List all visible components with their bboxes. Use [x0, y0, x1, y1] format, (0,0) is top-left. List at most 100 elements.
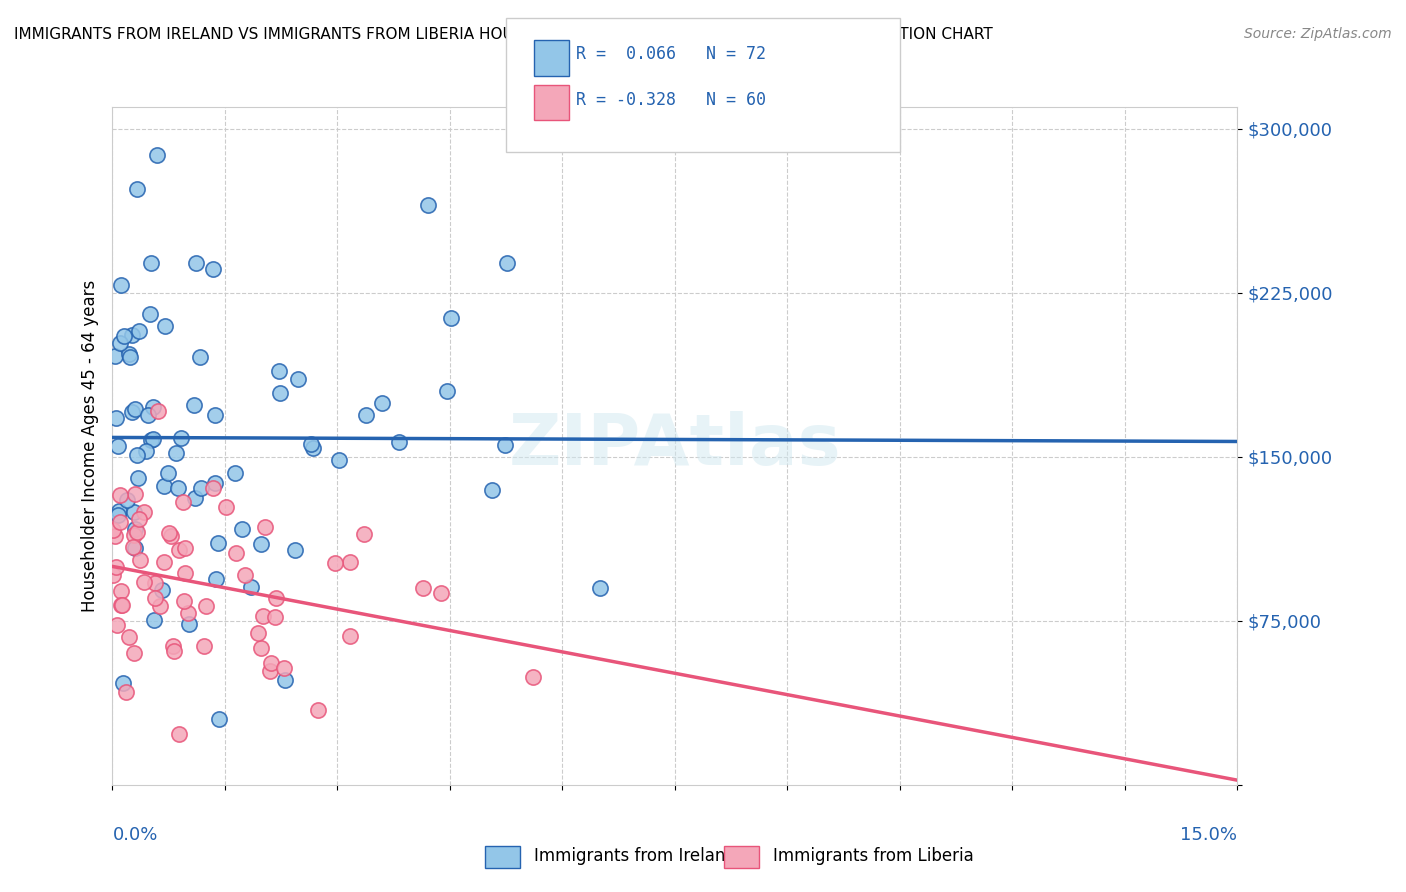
- Liberia: [111, 598, 134, 612]
- Ireland: [302, 441, 325, 455]
- Liberia: [273, 661, 295, 675]
- Liberia: [149, 599, 172, 614]
- Ireland: [141, 434, 163, 448]
- Liberia: [174, 541, 197, 555]
- Liberia: [108, 515, 131, 529]
- Ireland: [249, 537, 271, 551]
- Text: R =  0.066   N = 72: R = 0.066 N = 72: [576, 45, 766, 62]
- Liberia: [259, 665, 281, 679]
- Liberia: [124, 487, 146, 501]
- Ireland: [328, 453, 350, 467]
- Ireland: [184, 491, 207, 506]
- Ireland: [207, 536, 229, 550]
- Ireland: [589, 581, 612, 595]
- Ireland: [166, 481, 188, 495]
- Ireland: [125, 448, 148, 462]
- Ireland: [141, 256, 163, 270]
- Ireland: [118, 347, 141, 361]
- Liberia: [250, 640, 273, 655]
- Ireland: [205, 572, 228, 586]
- Ireland: [231, 522, 253, 536]
- Ireland: [135, 443, 157, 458]
- Liberia: [429, 586, 451, 600]
- Liberia: [233, 568, 256, 582]
- Liberia: [253, 520, 276, 534]
- Liberia: [115, 684, 138, 698]
- Ireland: [118, 351, 141, 365]
- Liberia: [128, 512, 150, 526]
- Liberia: [101, 523, 124, 537]
- Liberia: [108, 488, 131, 502]
- Ireland: [240, 580, 263, 594]
- Ireland: [267, 364, 290, 378]
- Ireland: [183, 398, 205, 412]
- Liberia: [201, 481, 224, 495]
- Liberia: [194, 599, 217, 614]
- Liberia: [104, 529, 127, 543]
- Text: IMMIGRANTS FROM IRELAND VS IMMIGRANTS FROM LIBERIA HOUSEHOLDER INCOME AGES 45 - : IMMIGRANTS FROM IRELAND VS IMMIGRANTS FR…: [14, 27, 993, 42]
- Liberia: [143, 576, 166, 591]
- Liberia: [159, 529, 181, 543]
- Ireland: [124, 401, 146, 416]
- Ireland: [112, 329, 135, 343]
- Ireland: [440, 310, 463, 325]
- Y-axis label: Householder Income Ages 45 - 64 years: Householder Income Ages 45 - 64 years: [80, 280, 98, 612]
- Ireland: [155, 319, 177, 334]
- Text: Source: ZipAtlas.com: Source: ZipAtlas.com: [1244, 27, 1392, 41]
- Ireland: [127, 182, 149, 196]
- Liberia: [246, 625, 269, 640]
- Ireland: [190, 482, 212, 496]
- Liberia: [143, 591, 166, 605]
- Liberia: [163, 643, 186, 657]
- Liberia: [263, 609, 285, 624]
- Text: Immigrants from Ireland: Immigrants from Ireland: [534, 847, 737, 865]
- Ireland: [170, 431, 193, 445]
- Liberia: [122, 528, 145, 542]
- Liberia: [105, 618, 128, 632]
- Ireland: [150, 583, 173, 598]
- Liberia: [353, 526, 375, 541]
- Liberia: [169, 727, 191, 741]
- Ireland: [145, 148, 167, 162]
- Ireland: [115, 492, 138, 507]
- Ireland: [436, 384, 458, 398]
- Liberia: [173, 566, 195, 580]
- Ireland: [107, 508, 129, 523]
- Ireland: [142, 401, 165, 415]
- Ireland: [110, 277, 132, 292]
- Ireland: [299, 436, 322, 450]
- Ireland: [138, 307, 160, 321]
- Liberia: [323, 556, 346, 570]
- Ireland: [287, 372, 309, 386]
- Text: 15.0%: 15.0%: [1180, 826, 1237, 844]
- Liberia: [215, 500, 238, 514]
- Text: R = -0.328   N = 60: R = -0.328 N = 60: [576, 91, 766, 109]
- Liberia: [176, 606, 198, 620]
- Liberia: [412, 581, 434, 595]
- Ireland: [224, 466, 246, 480]
- Liberia: [264, 591, 287, 606]
- Ireland: [284, 542, 307, 557]
- Ireland: [122, 505, 145, 519]
- Ireland: [481, 483, 503, 498]
- Liberia: [339, 555, 361, 569]
- Ireland: [143, 614, 166, 628]
- Liberia: [172, 495, 194, 509]
- Text: Immigrants from Liberia: Immigrants from Liberia: [773, 847, 974, 865]
- Ireland: [104, 349, 127, 363]
- Ireland: [388, 435, 411, 450]
- Ireland: [371, 396, 394, 410]
- Liberia: [193, 639, 215, 653]
- Liberia: [225, 546, 247, 560]
- Liberia: [122, 646, 145, 660]
- Ireland: [179, 616, 201, 631]
- Liberia: [162, 639, 184, 653]
- Ireland: [165, 446, 187, 460]
- Ireland: [128, 324, 150, 338]
- Liberia: [118, 630, 141, 644]
- Ireland: [416, 198, 439, 212]
- Ireland: [136, 408, 159, 422]
- Ireland: [495, 256, 517, 270]
- Ireland: [190, 350, 212, 364]
- Liberia: [173, 593, 195, 607]
